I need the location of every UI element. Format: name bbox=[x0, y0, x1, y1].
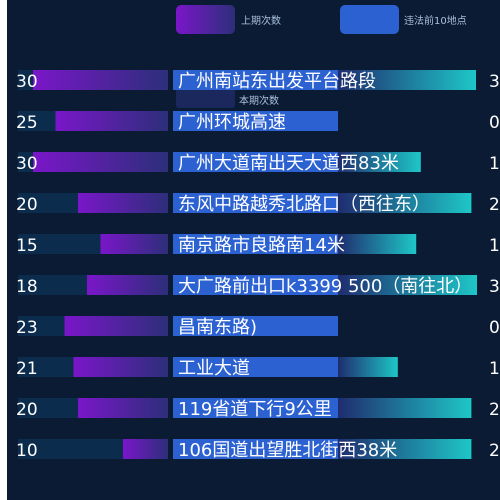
cur-period-bar bbox=[338, 70, 476, 90]
location-label: 昌南东路) bbox=[178, 317, 257, 338]
prev-period-bar bbox=[78, 398, 168, 418]
cur-value-label: 0 bbox=[489, 318, 500, 338]
cur-value-label: 1 bbox=[489, 154, 500, 174]
cur-value-label: 3 bbox=[489, 277, 500, 297]
legend-swatch-prev bbox=[176, 5, 235, 34]
cur-value-label: 1 bbox=[489, 359, 500, 379]
prev-value-label: 30 bbox=[16, 72, 38, 92]
prev-period-bar bbox=[64, 316, 168, 336]
prev-value-label: 20 bbox=[16, 400, 38, 420]
location-label: 工业大道 bbox=[178, 358, 250, 379]
prev-value-label: 10 bbox=[16, 441, 38, 461]
prev-value-label: 21 bbox=[16, 359, 38, 379]
cur-value-label: 0 bbox=[489, 113, 500, 133]
prev-period-bar bbox=[78, 193, 168, 213]
location-bar bbox=[173, 357, 338, 377]
prev-period-bar bbox=[33, 70, 168, 90]
prev-value-label: 20 bbox=[16, 195, 38, 215]
legend-label-location: 违法前10地点 bbox=[404, 16, 467, 27]
legend-swatch-location bbox=[340, 5, 399, 34]
location-label: 南京路市良路南14米 bbox=[178, 235, 345, 256]
legend-label-prev: 上期次数 bbox=[241, 16, 281, 27]
cur-period-bar bbox=[338, 357, 398, 377]
legend-swatch-cur bbox=[176, 88, 235, 108]
prev-period-bar bbox=[55, 111, 168, 131]
location-bar bbox=[173, 152, 338, 172]
location-label: 广州环城高速 bbox=[178, 112, 286, 133]
cur-period-bar bbox=[338, 234, 417, 254]
location-bar bbox=[173, 316, 338, 336]
location-label: 东风中路越秀北路口（西往东） bbox=[178, 194, 430, 215]
location-label: 大广路前出口k3399 500（南往北） bbox=[178, 276, 472, 297]
location-label: 119省道下行9公里 bbox=[178, 399, 332, 420]
prev-period-bar bbox=[33, 152, 168, 172]
location-bar bbox=[173, 275, 338, 295]
location-label: 106国道出望胜北街西38米 bbox=[178, 440, 397, 461]
location-bar bbox=[173, 111, 338, 131]
cur-value-label: 1 bbox=[489, 236, 500, 256]
location-bar bbox=[173, 439, 338, 459]
location-bar bbox=[173, 70, 338, 90]
prev-period-bar bbox=[87, 275, 168, 295]
prev-period-bar bbox=[100, 234, 168, 254]
prev-value-label: 25 bbox=[16, 113, 38, 133]
prev-value-label: 30 bbox=[16, 154, 38, 174]
cur-value-label: 2 bbox=[489, 441, 500, 461]
cur-period-bar bbox=[338, 275, 477, 295]
location-bar bbox=[173, 398, 338, 418]
prev-value-label: 23 bbox=[16, 318, 38, 338]
cur-value-label: 2 bbox=[489, 400, 500, 420]
cur-period-bar bbox=[338, 193, 472, 213]
location-label: 广州大道南出天大道西83米 bbox=[178, 153, 399, 174]
cur-period-bar bbox=[338, 398, 472, 418]
cur-value-label: 2 bbox=[489, 195, 500, 215]
prev-value-label: 15 bbox=[16, 236, 38, 256]
cur-value-label: 3 bbox=[489, 72, 500, 92]
prev-value-label: 18 bbox=[16, 277, 38, 297]
location-bar bbox=[173, 234, 338, 254]
prev-period-bar bbox=[123, 439, 168, 459]
left-edge-strip bbox=[0, 0, 7, 500]
cur-period-bar bbox=[338, 152, 421, 172]
legend-label-cur: 本期次数 bbox=[239, 96, 279, 107]
cur-period-bar bbox=[338, 439, 472, 459]
prev-period-bar bbox=[73, 357, 168, 377]
location-label: 广州南站东出发平台路段 bbox=[178, 71, 376, 92]
location-bar bbox=[173, 193, 338, 213]
